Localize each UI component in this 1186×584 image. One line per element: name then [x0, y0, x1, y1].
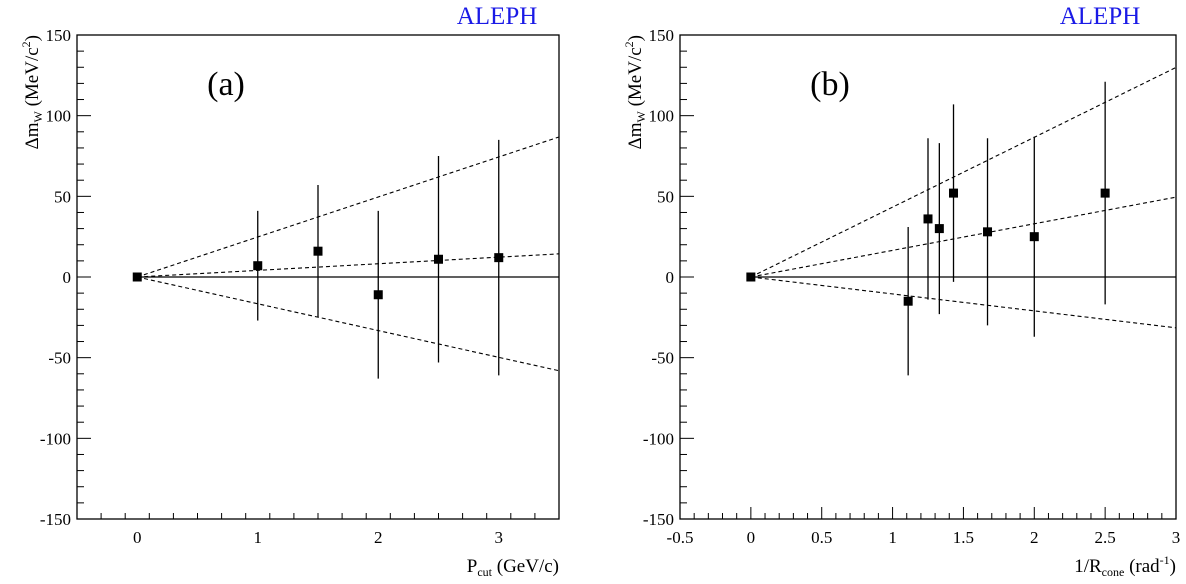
- x-tick-label-b: -0.5: [667, 528, 694, 547]
- brand-label-a: ALEPH: [457, 3, 538, 30]
- data-points-a: [132, 139, 504, 379]
- x-tick-label-a: 0: [133, 528, 142, 547]
- x-ticks-a: 0 1 2 3: [76, 513, 560, 547]
- y-tick-label-a: -150: [40, 510, 71, 529]
- x-tick-label-a: 3: [495, 528, 504, 547]
- data-points-b: [746, 81, 1110, 376]
- x-ticks-b: -0.5 0 0.5 1 1.5 2 2.5 3: [667, 507, 1181, 547]
- y-tick-label-b: -150: [643, 510, 674, 529]
- y-axis-label-b: ΔmW (MeV/c2): [622, 35, 648, 150]
- data-point-b-6: [1029, 232, 1039, 242]
- data-point-b-3: [934, 224, 944, 234]
- x-tick-label-a: 1: [254, 528, 263, 547]
- data-point-a-1: [253, 261, 263, 271]
- y-tick-label-a: 50: [54, 187, 71, 206]
- y-tick-label-a: -50: [48, 349, 71, 368]
- data-point-b-5: [983, 227, 993, 237]
- y-ticks-a: -150 -100 -50 0 50 100 150: [40, 26, 91, 529]
- panel-label-b: (b): [810, 66, 850, 103]
- data-point-a-5: [494, 253, 504, 263]
- data-point-a-0: [132, 272, 142, 282]
- data-point-a-2: [313, 246, 323, 256]
- fit-line-b-2: [750, 276, 1177, 329]
- data-point-b-7: [1100, 188, 1110, 198]
- y-tick-label-a: 150: [46, 26, 72, 45]
- y-tick-label-a: 100: [46, 107, 72, 126]
- brand-label-b: ALEPH: [1060, 3, 1141, 30]
- y-tick-label-b: 0: [666, 268, 675, 287]
- x-tick-label-b: 2.5: [1095, 528, 1116, 547]
- y-tick-label-a: 0: [63, 268, 72, 287]
- data-point-b-4: [949, 188, 959, 198]
- fit-lines-a: [137, 136, 560, 372]
- x-tick-label-a: 2: [374, 528, 383, 547]
- data-point-a-4: [434, 254, 443, 264]
- fit-lines-b: [750, 66, 1177, 329]
- y-tick-label-b: 50: [657, 187, 674, 206]
- x-axis-label-a: Pcut (GeV/c): [467, 556, 559, 579]
- y-tick-label-b: 150: [649, 26, 675, 45]
- data-point-b-2: [923, 214, 933, 224]
- data-point-a-3: [373, 290, 383, 300]
- data-point-b-1: [903, 296, 913, 306]
- fit-line-b-1: [750, 196, 1177, 278]
- y-tick-label-b: -100: [643, 429, 674, 448]
- fit-line-a-1: [137, 253, 560, 278]
- panel-b: ALEPH -0.5 0 0.5 1 1.5 2 2.5 3 -150 -100 -50 0 50 10…: [622, 3, 1180, 579]
- x-tick-label-b: 3: [1172, 528, 1181, 547]
- data-point-b-0: [746, 272, 756, 282]
- x-tick-label-b: 1.5: [953, 528, 974, 547]
- y-tick-label-b: 100: [649, 107, 675, 126]
- x-tick-label-b: 0.5: [811, 528, 832, 547]
- y-tick-label-b: -50: [651, 349, 674, 368]
- x-axis-label-b: 1/Rcone (rad-1): [1074, 553, 1176, 579]
- panel-a: ALEPH 0 1 2 3 -150 -100 -50 0 50 100 150 (a) Pcut…: [19, 3, 560, 579]
- y-tick-label-a: -100: [40, 429, 71, 448]
- x-tick-label-b: 1: [888, 528, 897, 547]
- y-axis-label-a: ΔmW (MeV/c2): [19, 35, 45, 150]
- panel-label-a: (a): [207, 66, 245, 103]
- x-tick-label-b: 2: [1030, 528, 1039, 547]
- fit-line-a-2: [137, 276, 560, 372]
- x-tick-label-b: 0: [747, 528, 756, 547]
- y-ticks-b: -150 -100 -50 0 50 100 150: [643, 26, 694, 529]
